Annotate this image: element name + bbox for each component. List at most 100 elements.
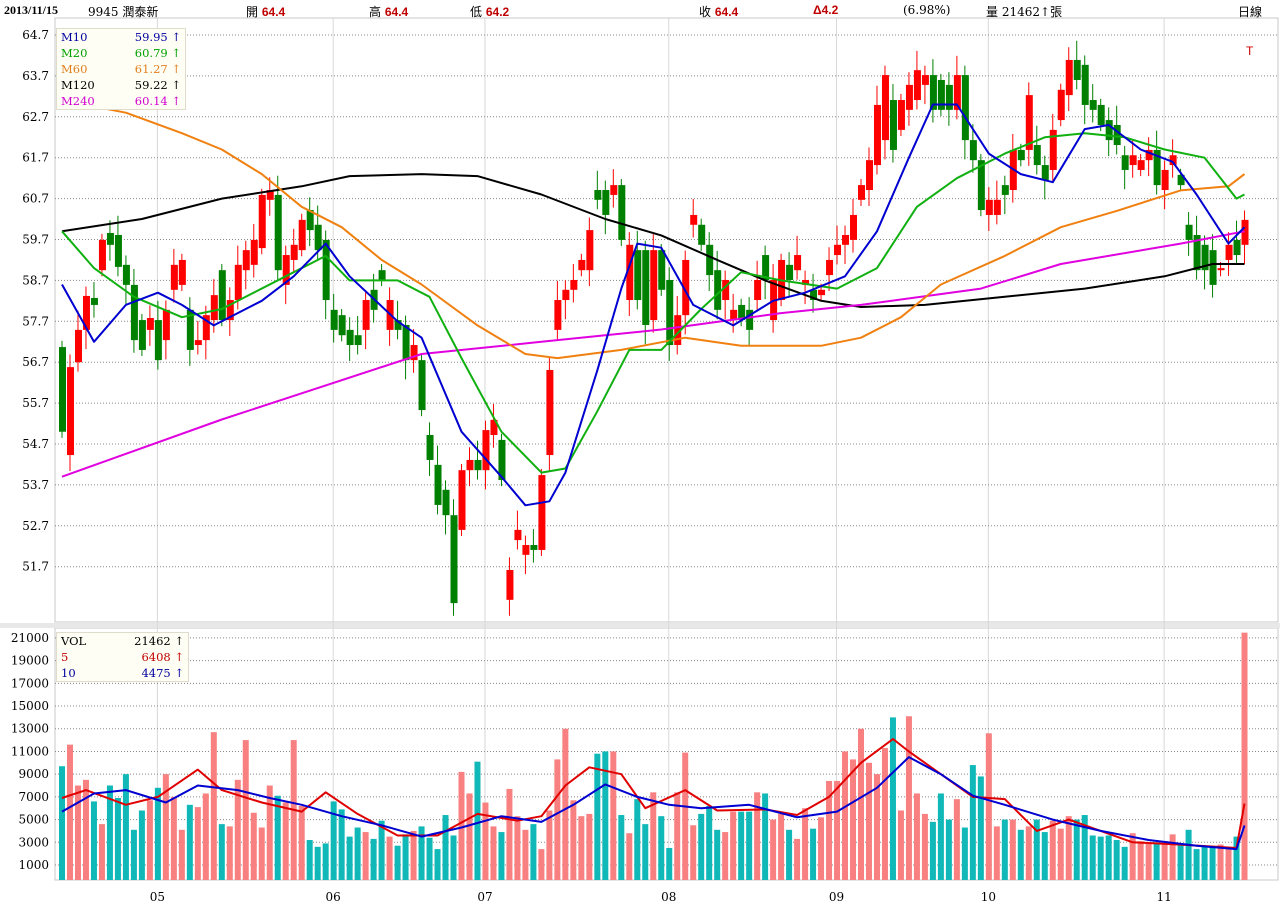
- high-label: 高: [369, 5, 382, 19]
- volume-bar: [642, 824, 649, 880]
- volume-bar: [706, 805, 713, 880]
- legend-value: 6408 ↑: [141, 650, 184, 664]
- ma-m20-line: [61, 132, 1245, 474]
- candle-body: [122, 264, 130, 285]
- price-panel-frame: [54, 17, 1279, 623]
- candle-body: [1233, 239, 1241, 256]
- volume-bar: [298, 805, 305, 880]
- candle-body: [418, 360, 426, 411]
- volume-bar: [282, 802, 289, 880]
- candle-body: [929, 75, 937, 110]
- volume-bar: [226, 826, 233, 880]
- volume-bar: [842, 751, 849, 880]
- candle-body: [1049, 129, 1057, 170]
- volume-bar: [154, 787, 161, 880]
- candle-body: [881, 75, 889, 141]
- close-quote: 收 64.4: [699, 3, 738, 19]
- x-tick-label: 05: [150, 890, 165, 904]
- volume-bar: [1161, 841, 1168, 880]
- volume-bar: [1241, 632, 1248, 880]
- candle-body: [538, 475, 546, 550]
- candle-body: [554, 300, 562, 330]
- volume-bar: [881, 748, 888, 880]
- ma-m120-line: [61, 173, 1245, 308]
- candle-body: [186, 309, 194, 350]
- volume-bar: [522, 829, 529, 880]
- change-text: Δ4.2: [813, 3, 839, 17]
- legend-row-5: 5 6408 ↑: [61, 649, 184, 665]
- legend-row-m60: M60 61.27 ↑: [61, 61, 181, 77]
- legend-row-m240: M240 60.14 ↑: [61, 93, 181, 109]
- volume-bar: [434, 849, 441, 880]
- price-tick-label: 57.7: [22, 314, 49, 328]
- candle-body: [618, 185, 626, 240]
- volume-bar: [202, 793, 209, 880]
- candle-body: [1081, 64, 1089, 105]
- candle-body: [338, 315, 346, 336]
- volume-ma-10-line: [61, 756, 1246, 851]
- volume-bar: [130, 829, 137, 880]
- ma-m10-line: [61, 103, 1246, 507]
- volume-bar: [346, 836, 353, 880]
- candle-body: [1073, 59, 1081, 80]
- volume-bar: [1185, 829, 1192, 880]
- candle-body: [266, 190, 274, 200]
- volume-bar: [889, 717, 896, 880]
- volume-bar: [746, 811, 753, 880]
- candle-body: [506, 569, 514, 600]
- volume-bar: [322, 843, 329, 880]
- legend-value: 59.95 ↑: [134, 30, 181, 44]
- candle-body: [82, 295, 90, 330]
- candle-body: [1153, 149, 1161, 186]
- candle-body: [426, 435, 434, 460]
- price-tick-label: 55.7: [22, 396, 49, 410]
- candle-body: [498, 439, 506, 480]
- candle-body: [210, 295, 218, 321]
- volume-tick-label: 15000: [11, 699, 49, 713]
- volume-label: 量: [986, 5, 999, 19]
- candle-body: [650, 250, 658, 321]
- legend-name: M120: [61, 78, 95, 92]
- price-tick-label: 59.7: [22, 233, 49, 247]
- candle-body: [1097, 104, 1105, 125]
- volume-bar: [1169, 834, 1176, 880]
- period-selector[interactable]: 日線: [1238, 5, 1263, 19]
- volume-bar: [242, 740, 249, 880]
- volume-bar: [554, 759, 561, 880]
- volume-bar: [1201, 845, 1208, 880]
- volume-bar: [186, 804, 193, 880]
- price-ma-legend: M10 59.95 ↑ M20 60.79 ↑ M60 61.27 ↑ M120 59.22 …: [56, 28, 186, 110]
- volume-bar: [1233, 836, 1240, 880]
- volume-bar: [394, 845, 401, 880]
- candle-body: [690, 214, 698, 225]
- candle-body: [1105, 120, 1113, 141]
- volume-bar: [618, 815, 625, 880]
- price-tick-label: 64.7: [22, 28, 49, 42]
- candle-body: [1225, 244, 1233, 260]
- date-label: 2013/11/15: [4, 3, 59, 17]
- panel-divider: [0, 623, 1280, 628]
- candle-body: [514, 529, 522, 541]
- volume-bar: [977, 776, 984, 880]
- volume-bar: [818, 817, 825, 880]
- legend-value: 61.27 ↑: [134, 62, 181, 76]
- candle-body: [154, 320, 162, 361]
- candle-body: [826, 259, 834, 276]
- candle-body: [937, 79, 945, 110]
- legend-value: 60.79 ↑: [134, 46, 181, 60]
- legend-name: M60: [61, 62, 88, 76]
- open-value: 64.4: [261, 5, 286, 19]
- volume-bar: [482, 802, 489, 880]
- candle-body: [1001, 185, 1009, 195]
- volume-bar: [354, 827, 361, 880]
- volume-bar: [1089, 835, 1096, 880]
- candle-body: [490, 419, 498, 436]
- candle-body: [969, 140, 977, 161]
- volume-bar: [921, 813, 928, 880]
- candle-body: [466, 459, 474, 471]
- volume-bar: [850, 759, 857, 880]
- candle-body: [274, 194, 282, 271]
- candle-body: [626, 244, 634, 301]
- legend-row-10: 10 4475 ↑: [61, 665, 184, 681]
- volume-bar: [1065, 816, 1072, 880]
